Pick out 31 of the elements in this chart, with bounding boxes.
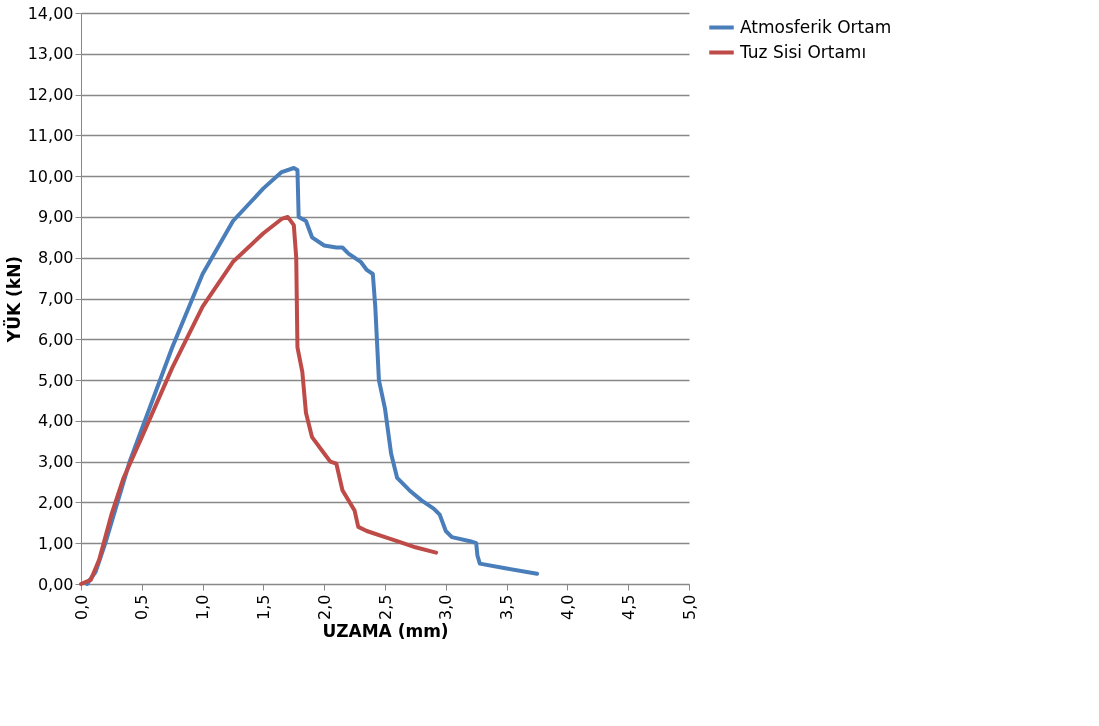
y-tick-label: 12,00 — [27, 85, 74, 105]
x-tick-label: 3,0 — [436, 594, 456, 620]
y-tick-label: 8,00 — [37, 248, 74, 268]
y-tick-label: 11,00 — [27, 125, 74, 145]
y-tick-label: 9,00 — [37, 207, 74, 227]
y-tick-label: 2,00 — [37, 492, 74, 512]
x-tick-label: 0,0 — [71, 594, 91, 620]
y-tick-label: 7,00 — [37, 289, 74, 308]
y-axis-title: YÜK (kN) — [2, 255, 24, 344]
x-tick-label: 4,5 — [618, 594, 638, 620]
x-tick-label: 5,0 — [679, 594, 699, 620]
x-tick-label: 2,5 — [375, 594, 395, 620]
x-tick-label: 1,5 — [253, 594, 273, 620]
y-tick-label: 6,00 — [37, 329, 74, 349]
x-tick-label: 4,0 — [557, 594, 577, 620]
x-tick-label: 1,0 — [193, 594, 213, 620]
y-tick-label: 10,00 — [27, 166, 74, 186]
y-tick-label: 13,00 — [27, 44, 74, 64]
line-series — [79, 214, 439, 586]
x-tick-label: 3,5 — [497, 594, 517, 620]
y-tick-label: 4,00 — [37, 411, 74, 431]
y-tick-label: 5,00 — [37, 370, 74, 390]
x-tick-label: 0,5 — [132, 594, 152, 620]
y-tick-label: 1,00 — [37, 533, 74, 553]
x-tick-label: 2,0 — [314, 594, 334, 620]
x-axis-title: UZAMA (mm) — [322, 620, 449, 641]
y-tick-label: 14,00 — [27, 3, 74, 23]
legend-label: Tuz Sisi Ortamı — [739, 41, 867, 62]
y-tick-label: 3,00 — [37, 452, 74, 472]
legend-label: Atmosferik Ortam — [740, 16, 892, 37]
y-tick-label: 0,00 — [37, 574, 74, 594]
